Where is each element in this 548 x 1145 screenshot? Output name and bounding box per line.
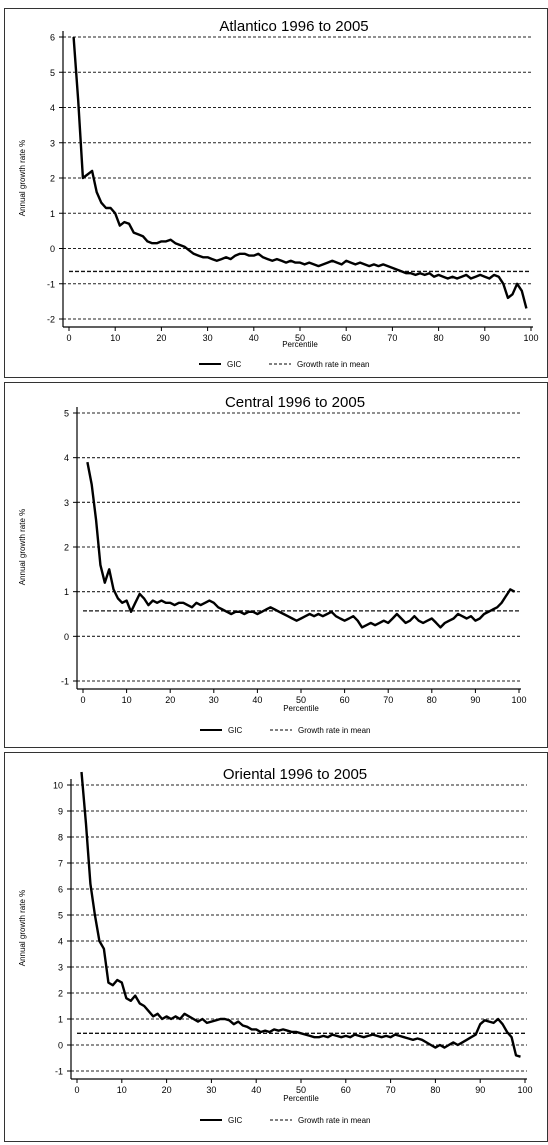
x-tick-label: 40 [252, 695, 262, 705]
x-tick-label: 30 [203, 333, 213, 343]
gic-line [72, 36, 528, 309]
x-tick-label: 90 [470, 695, 480, 705]
chart-title: Central 1996 to 2005 [225, 394, 365, 411]
y-axis-label: Annual growth rate % [18, 140, 27, 217]
legend-gic-label: GIC [227, 360, 241, 369]
y-tick-label: 0 [64, 632, 69, 642]
chart-panel-oriental: Oriental 1996 to 2005 -1 0 1 2 3 4 5 6 7 8 9 10 0 10 20… [4, 752, 548, 1142]
x-tick-label: 100 [511, 695, 526, 705]
chart-panel-atlantico: Atlantico 1996 to 2005 -2 -1 0 1 2 3 4 5 6 0 10 20 30… [4, 8, 548, 378]
y-tick-label: 8 [58, 833, 63, 843]
x-tick-label: 40 [249, 333, 259, 343]
x-tick-label: 50 [296, 1085, 306, 1095]
y-tick-label: 5 [58, 911, 63, 921]
y-axis-label: Annual growth rate % [18, 509, 27, 586]
x-tick-label: 10 [117, 1085, 127, 1095]
y-tick-label: 1 [64, 587, 69, 597]
x-tick-label: 80 [430, 1085, 440, 1095]
x-tick-label: 100 [517, 1085, 532, 1095]
y-tick-label: 6 [50, 33, 55, 43]
x-tick-label: 60 [341, 1085, 351, 1095]
x-tick-label: 10 [122, 695, 132, 705]
x-tick-label: 50 [295, 333, 305, 343]
y-tick-label: 3 [58, 963, 63, 973]
legend-mean-label: Growth rate in mean [297, 360, 369, 369]
legend-mean-label: Growth rate in mean [298, 1116, 370, 1125]
chart-title: Atlantico 1996 to 2005 [219, 18, 368, 35]
y-tick-label: -1 [55, 1067, 63, 1077]
y-tick-label: 4 [64, 453, 69, 463]
x-tick-label: 30 [209, 695, 219, 705]
y-tick-label: 3 [50, 138, 55, 148]
x-tick-label: 70 [386, 1085, 396, 1095]
chart-panel-central: Central 1996 to 2005 -1 0 1 2 3 4 5 0 10 20 30 40 50 6… [4, 382, 548, 748]
x-tick-label: 100 [523, 333, 538, 343]
x-tick-label: 60 [340, 695, 350, 705]
x-tick-label: 70 [383, 695, 393, 705]
x-tick-label: 30 [206, 1085, 216, 1095]
x-tick-label: 0 [66, 333, 71, 343]
y-tick-label: -2 [47, 315, 55, 325]
y-tick-label: 10 [53, 781, 63, 791]
y-tick-label: 0 [50, 244, 55, 254]
x-tick-label: 0 [74, 1085, 79, 1095]
x-tick-label: 60 [341, 333, 351, 343]
y-tick-label: 3 [64, 498, 69, 508]
x-tick-label: 90 [475, 1085, 485, 1095]
y-tick-label: 4 [50, 103, 55, 113]
legend-mean-label: Growth rate in mean [298, 726, 370, 735]
gic-line [86, 461, 516, 629]
y-tick-label: 4 [58, 937, 63, 947]
x-tick-label: 80 [427, 695, 437, 705]
chart-title: Oriental 1996 to 2005 [223, 766, 367, 783]
x-tick-label: 20 [162, 1085, 172, 1095]
y-tick-label: 5 [64, 409, 69, 419]
y-tick-label: 0 [58, 1041, 63, 1051]
y-tick-label: 7 [58, 859, 63, 869]
gic-line [80, 771, 521, 1058]
y-tick-label: 1 [50, 209, 55, 219]
x-tick-label: 80 [434, 333, 444, 343]
x-tick-label: 20 [165, 695, 175, 705]
y-tick-label: 5 [50, 68, 55, 78]
x-tick-label: 40 [251, 1085, 261, 1095]
x-tick-label: 20 [156, 333, 166, 343]
y-axis-label: Annual growth rate % [18, 890, 27, 967]
x-tick-label: 90 [480, 333, 490, 343]
y-tick-label: 2 [64, 543, 69, 553]
y-tick-label: 6 [58, 885, 63, 895]
y-tick-label: -1 [47, 279, 55, 289]
legend-gic-label: GIC [228, 1116, 242, 1125]
x-tick-label: 0 [80, 695, 85, 705]
y-tick-label: 2 [50, 174, 55, 184]
x-tick-label: 50 [296, 695, 306, 705]
y-tick-label: 9 [58, 807, 63, 817]
legend-gic-label: GIC [228, 726, 242, 735]
x-axis-label: Percentile [283, 1094, 319, 1103]
x-tick-label: 10 [110, 333, 120, 343]
x-tick-label: 70 [387, 333, 397, 343]
x-axis-label: Percentile [283, 704, 319, 713]
y-tick-label: -1 [61, 677, 69, 687]
x-axis-label: Percentile [282, 340, 318, 349]
y-tick-label: 1 [58, 1015, 63, 1025]
y-tick-label: 2 [58, 989, 63, 999]
